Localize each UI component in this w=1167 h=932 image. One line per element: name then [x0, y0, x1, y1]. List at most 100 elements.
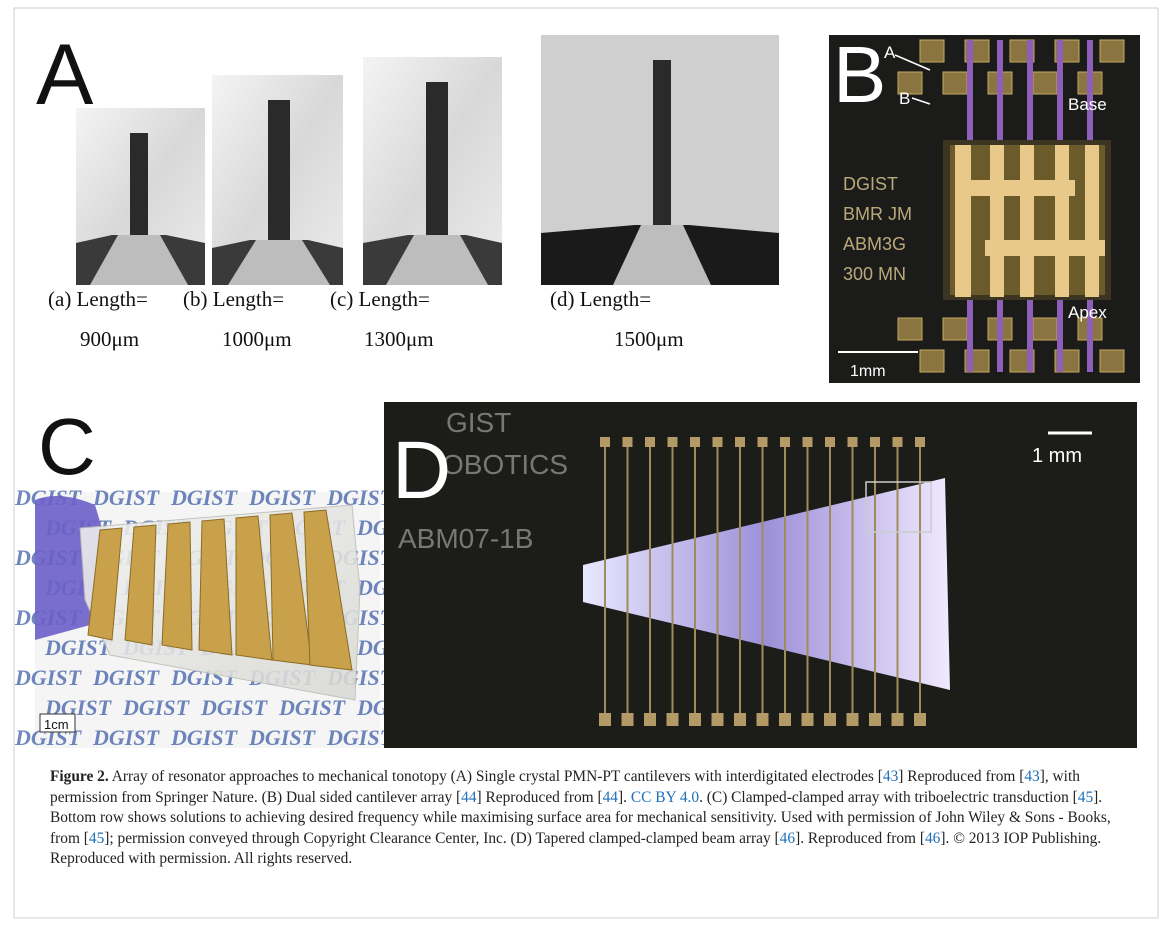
chip-text: 300 MN: [843, 264, 906, 284]
pad: [1100, 350, 1124, 372]
pad: [1100, 40, 1124, 62]
pad: [898, 318, 922, 340]
pad: [667, 713, 679, 726]
chip-text: OBOTICS: [442, 449, 568, 480]
chip-text: BMR JM: [843, 204, 912, 224]
scale-bar-label: 1mm: [850, 363, 886, 380]
reference-link[interactable]: CC BY 4.0: [631, 789, 699, 806]
panel-c-photo: DGIST DGIST DGIST DGIST DGIST DGIST DGIST DGIST…: [14, 485, 425, 750]
watermark: DGIST: [14, 665, 83, 690]
reference-link[interactable]: 43: [1024, 768, 1039, 785]
reference-link[interactable]: 46: [780, 830, 795, 847]
pad: [690, 437, 700, 447]
image-label: (c) Length=: [330, 287, 430, 311]
pad: [848, 437, 858, 447]
caption-text: ].: [618, 789, 631, 806]
annotation: A: [884, 43, 896, 62]
reference-link[interactable]: 46: [925, 830, 940, 847]
watermark: DGIST: [248, 485, 317, 510]
image-label: (d) Length=: [550, 287, 651, 311]
image-value: 900μm: [80, 327, 139, 351]
pad: [623, 437, 633, 447]
pad: [600, 437, 610, 447]
lead: [967, 40, 973, 140]
caption-label: Figure 2.: [50, 768, 109, 785]
chip-text: DGIST: [843, 174, 898, 194]
pad: [915, 437, 925, 447]
watermark: DGIST: [200, 695, 269, 720]
cantilever: [653, 60, 671, 225]
image-label: (a) Length=: [48, 287, 148, 311]
image-label: (b) Length=: [183, 287, 284, 311]
pad: [780, 437, 790, 447]
chip-text: ABM3G: [843, 234, 906, 254]
pad: [599, 713, 611, 726]
chip-text: ABM07-1B: [398, 523, 533, 554]
panel-a-images: [76, 35, 779, 285]
pad: [914, 713, 926, 726]
pad: [757, 713, 769, 726]
reference-link[interactable]: 44: [461, 789, 476, 806]
panel-label: B: [833, 30, 886, 119]
pad: [893, 437, 903, 447]
watermark: DGIST: [92, 485, 161, 510]
watermark: DGIST: [170, 485, 239, 510]
pad: [645, 437, 655, 447]
pad: [869, 713, 881, 726]
pad: [803, 437, 813, 447]
panel-label: C: [38, 402, 96, 491]
pad: [668, 437, 678, 447]
watermark: DGIST: [278, 695, 347, 720]
pad: [713, 437, 723, 447]
pad: [689, 713, 701, 726]
watermark: DGIST: [248, 725, 317, 750]
lead: [997, 40, 1003, 140]
lead: [1057, 300, 1063, 372]
watermark: DGIST: [92, 665, 161, 690]
pad: [1033, 72, 1057, 94]
image-value: 1500μm: [614, 327, 684, 351]
reference-link[interactable]: 45: [1078, 789, 1093, 806]
reference-link[interactable]: 44: [603, 789, 618, 806]
pad: [734, 713, 746, 726]
panel-a-labels: (a) Length= 900μm (b) Length= 1000μm (c) Len…: [48, 287, 684, 351]
scale-bar-label: 1 mm: [1032, 445, 1082, 467]
watermark: DGIST: [170, 725, 239, 750]
pad: [622, 713, 634, 726]
panel-label: D: [392, 425, 451, 516]
pad: [758, 437, 768, 447]
pad: [920, 350, 944, 372]
watermark: DGIST: [92, 725, 161, 750]
lead: [1087, 40, 1093, 140]
image-value: 1000μm: [222, 327, 292, 351]
lead: [997, 300, 1003, 372]
image-value: 1300μm: [364, 327, 434, 351]
caption-text: Array of resonator approaches to mechani…: [109, 768, 883, 785]
pad: [847, 713, 859, 726]
pad: [644, 713, 656, 726]
annotation: Apex: [1068, 303, 1107, 322]
caption: Figure 2. Array of resonator approaches …: [50, 767, 1135, 870]
reference-link[interactable]: 45: [89, 830, 104, 847]
pad: [1033, 318, 1057, 340]
pad: [943, 318, 967, 340]
cantilever: [268, 100, 290, 240]
lead: [1027, 300, 1033, 372]
caption-text: ]. Reproduced from [: [795, 830, 925, 847]
reference-link[interactable]: 43: [883, 768, 898, 785]
lead: [967, 300, 973, 372]
figure-page: A (a) Length= 900μm (b) Length= 1000μm (c) L…: [0, 0, 1167, 932]
pad: [920, 40, 944, 62]
lead: [1057, 40, 1063, 140]
watermark: DGIST: [122, 695, 191, 720]
annotation: Base: [1068, 95, 1107, 114]
pad: [779, 713, 791, 726]
pad: [825, 437, 835, 447]
caption-text: ] Reproduced from [: [898, 768, 1024, 785]
pad: [712, 713, 724, 726]
lead: [1027, 40, 1033, 140]
caption-text: . (C) Clamped-clamped array with triboel…: [699, 789, 1078, 806]
annotation: B: [899, 89, 910, 108]
caption-text: ] Reproduced from [: [477, 789, 603, 806]
caption-text: ]; permission conveyed through Copyright…: [104, 830, 779, 847]
